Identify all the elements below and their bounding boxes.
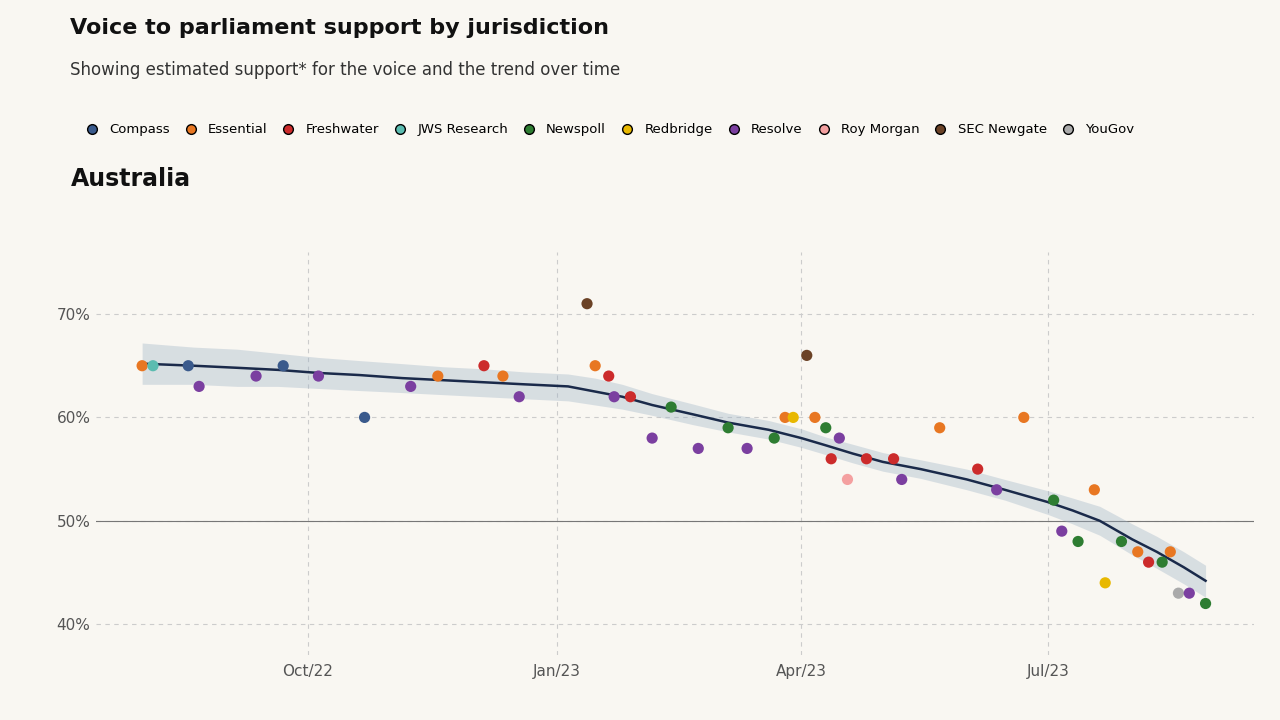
Point — [599, 370, 620, 382]
Point — [1094, 577, 1115, 588]
Point — [1179, 588, 1199, 599]
Point — [621, 391, 641, 402]
Point — [604, 391, 625, 402]
Text: Showing estimated support* for the voice and the trend over time: Showing estimated support* for the voice… — [70, 61, 621, 79]
Point — [718, 422, 739, 433]
Point — [829, 432, 850, 444]
Point — [641, 432, 662, 444]
Point — [355, 412, 375, 423]
Point — [805, 412, 826, 423]
Point — [1152, 557, 1172, 568]
Point — [132, 360, 152, 372]
Text: Australia: Australia — [70, 167, 191, 191]
Point — [883, 453, 904, 464]
Point — [689, 443, 709, 454]
Point — [856, 453, 877, 464]
Legend: Compass, Essential, Freshwater, JWS Research, Newspoll, Redbridge, Resolve, Roy : Compass, Essential, Freshwater, JWS Rese… — [73, 118, 1139, 142]
Point — [178, 360, 198, 372]
Point — [820, 453, 841, 464]
Point — [815, 422, 836, 433]
Point — [987, 484, 1007, 495]
Point — [143, 360, 164, 372]
Point — [929, 422, 950, 433]
Point — [585, 360, 605, 372]
Point — [1138, 557, 1158, 568]
Point — [1052, 526, 1073, 537]
Point — [1160, 546, 1180, 557]
Point — [1169, 588, 1189, 599]
Point — [1068, 536, 1088, 547]
Point — [1043, 495, 1064, 506]
Point — [1196, 598, 1216, 609]
Point — [968, 464, 988, 475]
Point — [577, 298, 598, 310]
Point — [774, 412, 795, 423]
Point — [493, 370, 513, 382]
Point — [737, 443, 758, 454]
Point — [246, 370, 266, 382]
Point — [796, 350, 817, 361]
Point — [509, 391, 530, 402]
Point — [401, 381, 421, 392]
Point — [474, 360, 494, 372]
Text: Voice to parliament support by jurisdiction: Voice to parliament support by jurisdict… — [70, 18, 609, 38]
Point — [764, 432, 785, 444]
Point — [308, 370, 329, 382]
Point — [1084, 484, 1105, 495]
Point — [837, 474, 858, 485]
Point — [1128, 546, 1148, 557]
Point — [1111, 536, 1132, 547]
Point — [189, 381, 210, 392]
Point — [1014, 412, 1034, 423]
Point — [273, 360, 293, 372]
Point — [783, 412, 804, 423]
Point — [660, 401, 681, 413]
Point — [891, 474, 911, 485]
Point — [428, 370, 448, 382]
